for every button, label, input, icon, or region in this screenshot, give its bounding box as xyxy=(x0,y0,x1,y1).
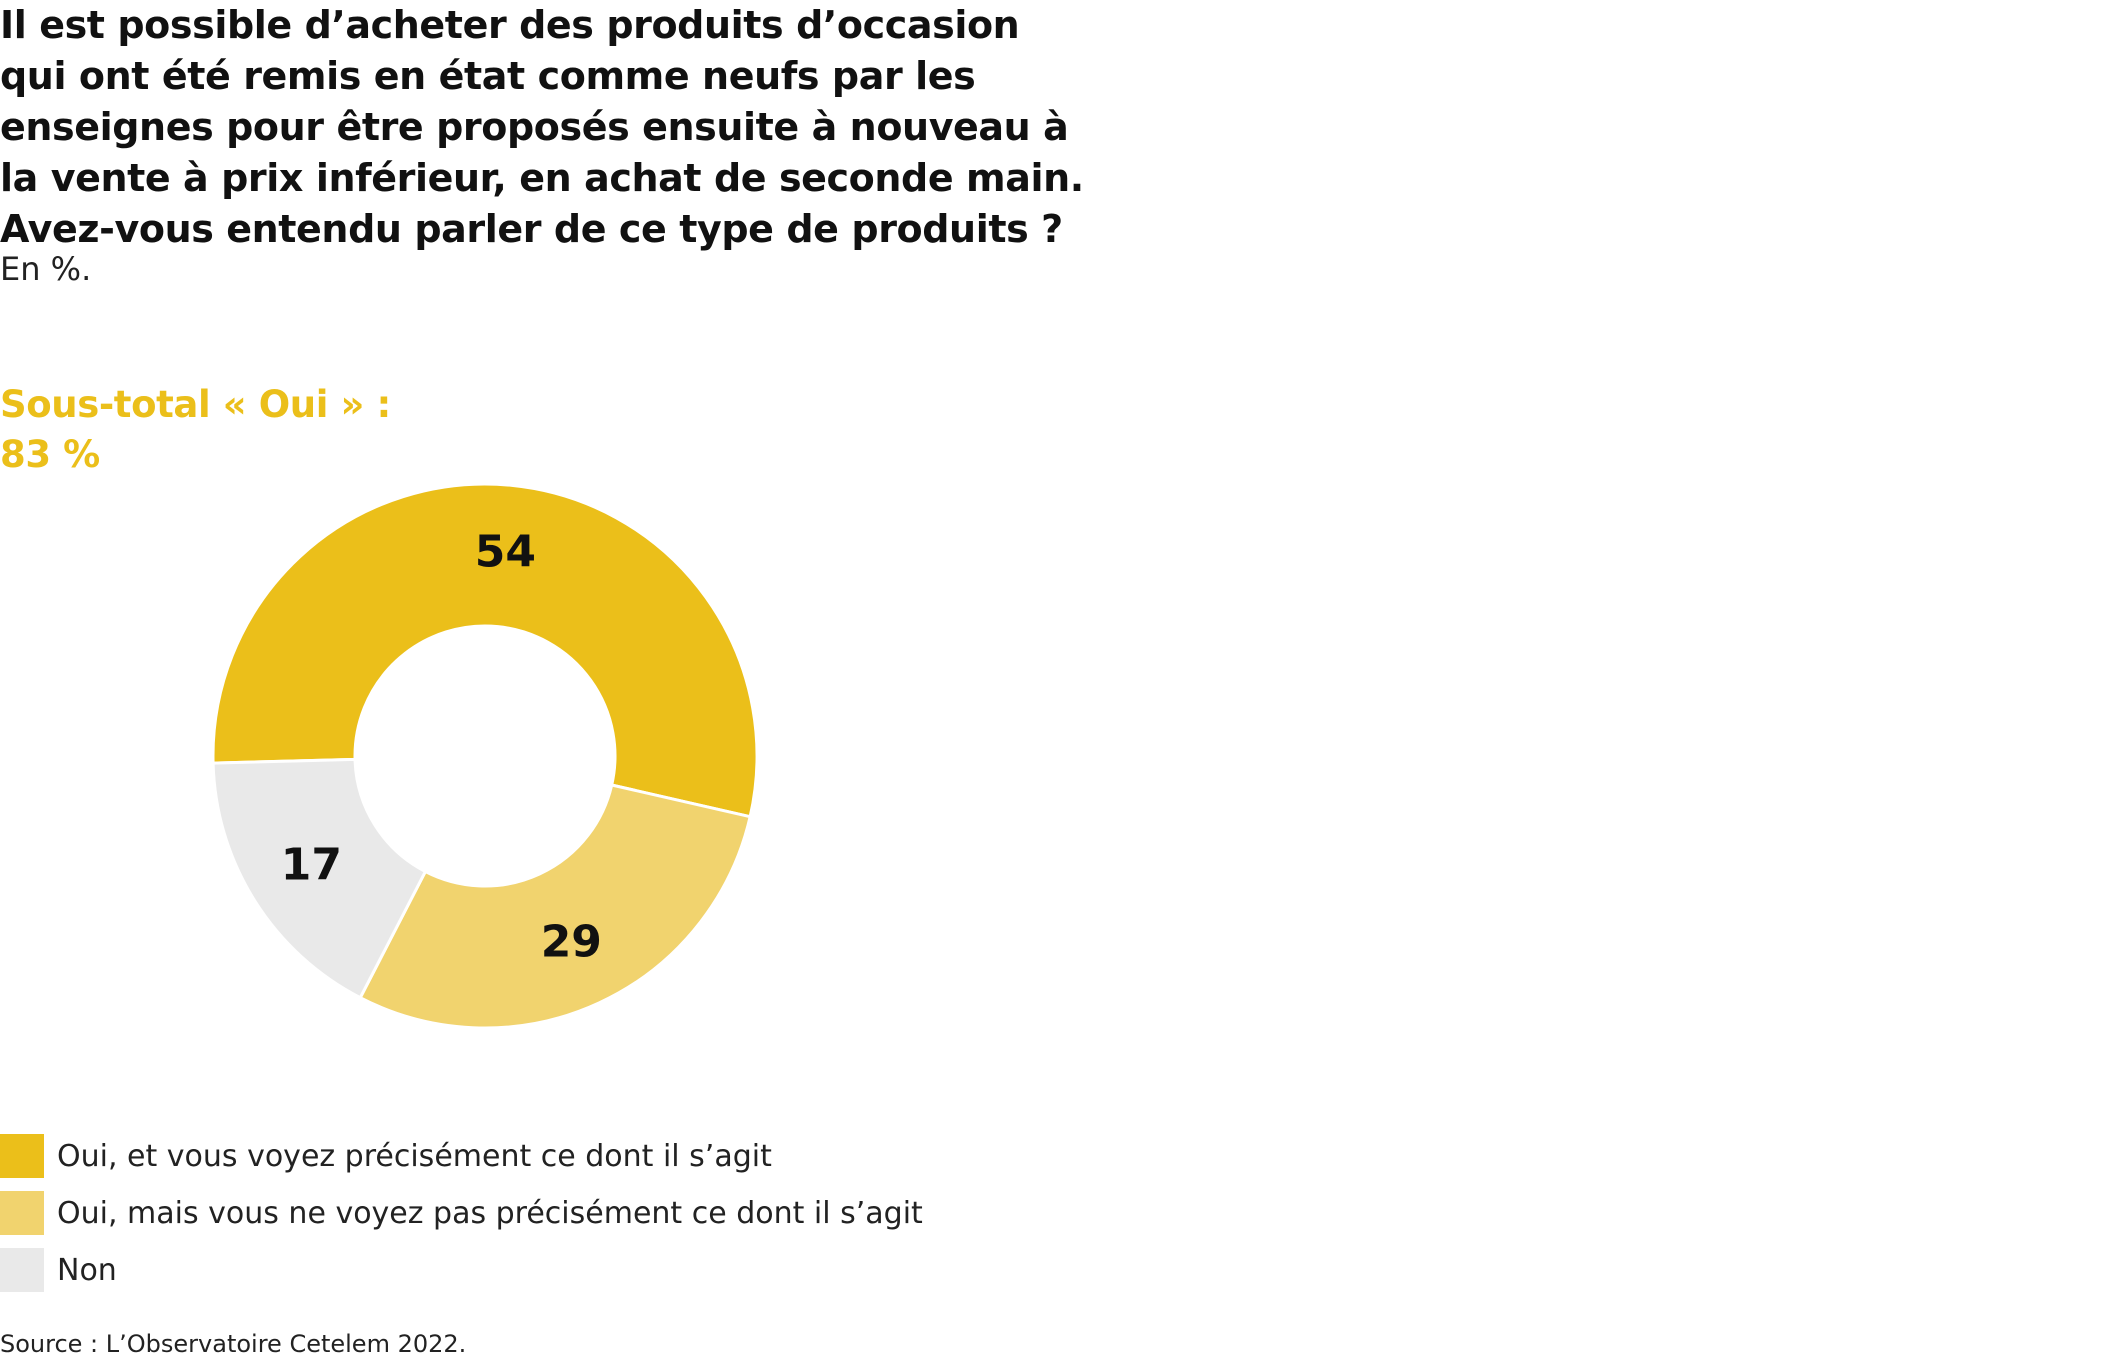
chart-title-line: Il est possible d’acheter des produits d… xyxy=(0,3,1020,47)
legend-label: Oui, et vous voyez précisément ce dont i… xyxy=(57,1138,772,1174)
donut-slice-non xyxy=(211,757,428,1000)
subtotal-label: Sous-total « Oui » : xyxy=(0,383,391,426)
chart-title-line: Avez-vous entendu parler de ce type de p… xyxy=(0,207,1063,251)
legend-swatch xyxy=(0,1191,44,1235)
legend-swatch xyxy=(0,1134,44,1178)
slice-value-label: 29 xyxy=(541,916,602,967)
subtotal-value: 83 % xyxy=(0,433,100,476)
legend-item: Non xyxy=(0,1248,923,1292)
chart-source: Source : L’Observatoire Cetelem 2022. xyxy=(0,1330,467,1358)
legend-label: Oui, mais vous ne voyez pas précisément … xyxy=(57,1195,923,1231)
chart-title-line: enseignes pour être proposés ensuite à n… xyxy=(0,105,1069,149)
chart-title-line: la vente à prix inférieur, en achat de s… xyxy=(0,156,1084,200)
legend-swatch xyxy=(0,1248,44,1292)
subtotal-oui: Sous-total « Oui » : 83 % xyxy=(0,380,391,480)
legend-item: Oui, et vous voyez précisément ce dont i… xyxy=(0,1134,923,1178)
legend-item: Oui, mais vous ne voyez pas précisément … xyxy=(0,1191,923,1235)
chart-unit-subtitle: En %. xyxy=(0,250,92,288)
slice-value-label: 54 xyxy=(475,527,536,578)
donut-slice-oui-precisement xyxy=(211,482,759,819)
chart-title: Il est possible d’acheter des produits d… xyxy=(0,0,1084,255)
chart-title-line: qui ont été remis en état comme neufs pa… xyxy=(0,54,976,98)
legend-label: Non xyxy=(57,1252,117,1288)
chart-legend: Oui, et vous voyez précisément ce dont i… xyxy=(0,1134,923,1305)
slice-value-label: 17 xyxy=(281,839,342,890)
donut-slice-oui-pas-precisement xyxy=(358,783,752,1030)
